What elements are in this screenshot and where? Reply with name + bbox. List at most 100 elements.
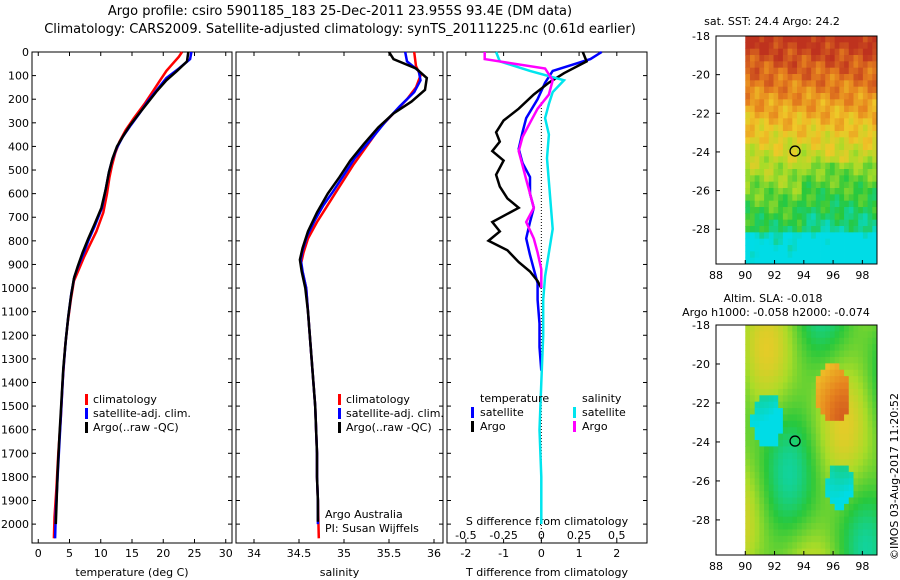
map-cell: [749, 93, 756, 100]
map-cell: [829, 433, 836, 441]
map-cell: [801, 124, 807, 132]
map-cell: [759, 427, 765, 435]
map-cell: [839, 491, 845, 498]
map-cell: [862, 232, 868, 240]
map-cell: [825, 55, 831, 62]
map-cell: [764, 325, 770, 332]
map-cell: [844, 194, 850, 202]
map-cell: [806, 356, 812, 364]
map-cell: [806, 55, 812, 62]
map-cell: [773, 408, 779, 415]
map-cell: [749, 67, 756, 75]
map-cell: [764, 61, 770, 69]
map-cell: [792, 363, 798, 371]
map-cell: [745, 440, 751, 447]
map-cell: [834, 331, 840, 339]
map-cell: [745, 105, 751, 113]
map-cell: [749, 446, 756, 454]
map-cell: [764, 226, 770, 233]
map-cell: [806, 156, 812, 164]
map-cell: [858, 55, 864, 62]
map-cell: [853, 491, 859, 498]
map-cell: [820, 497, 826, 505]
map-cell: [782, 401, 789, 409]
map-cell: [749, 382, 756, 390]
map-cell: [787, 219, 793, 227]
map-cell: [872, 382, 878, 390]
map-cell: [844, 484, 850, 492]
map-cell: [862, 542, 868, 550]
map-cell: [806, 535, 812, 543]
map-cell: [806, 503, 812, 511]
map-cell: [759, 440, 765, 447]
map-cell: [764, 401, 770, 409]
map-cell: [797, 143, 803, 151]
map-cell: [820, 363, 826, 371]
map-cell: [844, 401, 850, 409]
top-x-tick-label: -0.5: [455, 529, 476, 542]
map-cell: [792, 67, 798, 75]
map-cell: [764, 67, 770, 75]
map-cell: [829, 376, 836, 383]
map-cell: [858, 382, 864, 390]
map-cell: [787, 232, 793, 240]
map-cell: [787, 124, 793, 132]
map-cell: [801, 251, 807, 259]
map-cell: [773, 459, 779, 466]
map-cell: [754, 36, 760, 43]
map-cell: [815, 523, 821, 530]
map-cell: [745, 194, 751, 202]
map-cell: [825, 337, 831, 345]
map-cell: [782, 465, 789, 473]
map-cell: [862, 350, 868, 358]
map-cell: [848, 181, 854, 189]
map-cell: [862, 497, 868, 505]
map-cell: [848, 137, 854, 145]
map-cell: [867, 200, 873, 208]
map-cell: [853, 207, 859, 214]
map-cell: [764, 433, 770, 441]
map-cell: [749, 169, 756, 176]
map-cell: [820, 207, 826, 214]
map-cell: [862, 93, 868, 100]
map-cell: [787, 36, 793, 43]
map-cell: [797, 181, 803, 189]
map-cell: [853, 42, 859, 50]
map-cell: [853, 382, 859, 390]
map-cell: [782, 67, 789, 75]
map-cell: [848, 257, 854, 265]
map-cell: [764, 124, 770, 132]
map-cell: [825, 257, 831, 265]
map-cell: [792, 465, 798, 473]
map-cell: [797, 516, 803, 524]
map-cell: [759, 535, 765, 543]
map-cell: [820, 86, 826, 94]
map-cell: [858, 105, 864, 113]
map-cell: [773, 420, 779, 428]
map-cell: [867, 143, 873, 151]
map-cell: [792, 510, 798, 518]
map-cell: [759, 395, 765, 403]
map-cell: [773, 232, 779, 240]
map-cell: [792, 376, 798, 383]
map-cell: [853, 143, 859, 151]
legend-title: temperature: [480, 392, 549, 405]
map-cell: [745, 219, 751, 227]
map-cell: [844, 529, 850, 537]
map-cell: [858, 257, 864, 265]
map-cell: [801, 137, 807, 145]
map-cell: [745, 124, 751, 132]
map-cell: [811, 337, 817, 345]
map-cell: [862, 156, 868, 164]
annotation-text: PI: Susan Wijffels: [325, 522, 419, 535]
map-cell: [815, 74, 821, 81]
map-cell: [825, 99, 831, 107]
map-cell: [764, 382, 770, 390]
map-cell: [797, 548, 803, 556]
map-cell: [792, 143, 798, 151]
map-cell: [806, 427, 812, 435]
map-cell: [754, 131, 760, 138]
map-cell: [768, 42, 774, 50]
map-cell: [820, 459, 826, 466]
map-cell: [858, 350, 864, 358]
